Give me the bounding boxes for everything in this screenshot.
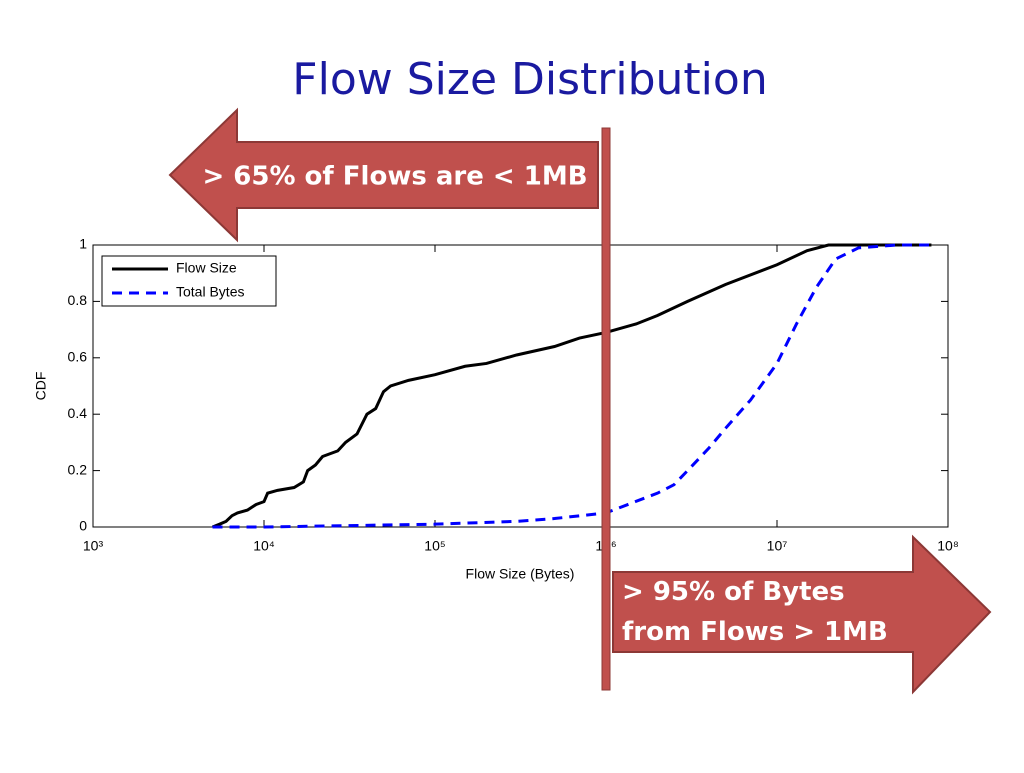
legend: [101, 255, 277, 307]
y-tick-label: 0.4: [68, 405, 88, 421]
x-tick-label: 10⁵: [424, 538, 445, 554]
reference-line: [601, 127, 611, 691]
y-tick-label: 0.8: [68, 292, 88, 308]
x-tick-label: 10⁷: [767, 538, 788, 554]
annotation: > 95% of Bytes from Flows > 1MB: [622, 577, 888, 647]
slide-title: Flow Size Distribution: [292, 54, 767, 105]
x-tick-label: 10⁸: [937, 538, 959, 554]
left-arrow: [168, 107, 599, 243]
right-arrow: [612, 534, 992, 695]
x-axis-label: Flow Size (Bytes): [466, 566, 575, 582]
annotation: > 65% of Flows are < 1MB: [202, 162, 587, 192]
x-tick-label: 10⁴: [253, 538, 275, 554]
legend-label: Flow Size: [176, 260, 237, 276]
plot-frame: [92, 244, 949, 528]
series-line: [211, 243, 932, 529]
annotation-box: > 95% of Bytes from Flows > 1MB: [622, 577, 888, 647]
y-tick-label: 0: [79, 518, 87, 534]
y-tick-label: 1: [79, 236, 87, 252]
series-line: [212, 243, 932, 529]
y-axis-label: CDF: [33, 372, 49, 401]
legend-label: Total Bytes: [176, 284, 244, 300]
x-tick-label: 10³: [83, 538, 104, 554]
y-tick-label: 0.6: [68, 349, 88, 365]
y-tick-label: 0.2: [68, 461, 88, 477]
